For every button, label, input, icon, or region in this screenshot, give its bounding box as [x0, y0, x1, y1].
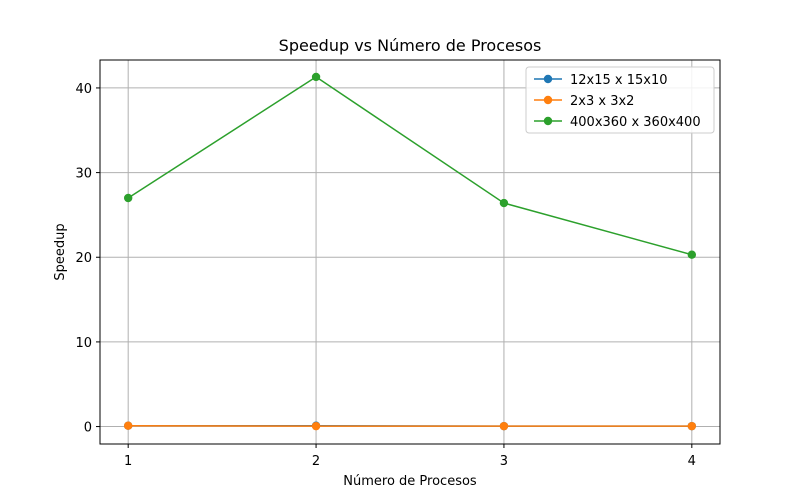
data-point [687, 250, 697, 259]
series-3 [123, 72, 697, 259]
x-tick-label: 1 [124, 454, 132, 469]
data-point [311, 421, 321, 431]
legend-marker [543, 95, 553, 105]
x-tick-label: 3 [500, 454, 508, 469]
y-axis-label: Speedup [53, 223, 68, 280]
data-point [123, 193, 133, 203]
y-tick-label: 10 [75, 336, 92, 351]
x-axis-label: Número de Procesos [343, 474, 477, 489]
legend-marker [543, 116, 553, 126]
legend-item: 12x15 x 15x10 [534, 73, 668, 88]
chart-title: Speedup vs Número de Procesos [279, 36, 542, 55]
series-2 [123, 421, 697, 431]
data-point [311, 72, 321, 82]
legend: 12x15 x 15x10 2x3 x 3x2 400x360 x 360x400 [525, 66, 715, 134]
series-layer [123, 72, 697, 431]
plot-frame [99, 59, 721, 445]
y-tick-label: 20 [75, 251, 92, 266]
data-point [687, 421, 697, 431]
legend-label: 400x360 x 360x400 [570, 115, 701, 130]
legend-label: 2x3 x 3x2 [570, 94, 634, 109]
x-tick-label: 4 [688, 454, 696, 469]
x-tick-label: 2 [312, 454, 320, 469]
legend-item: 2x3 x 3x2 [534, 94, 634, 109]
y-tick-label: 0 [84, 421, 92, 436]
series-line [127, 76, 693, 256]
data-point [123, 421, 133, 430]
data-point [499, 421, 509, 431]
legend-marker [543, 74, 553, 84]
data-point [499, 198, 509, 208]
legend-label: 12x15 x 15x10 [570, 73, 668, 88]
legend-box [525, 66, 715, 134]
legend-item: 400x360 x 360x400 [534, 115, 701, 130]
y-tick-label: 40 [75, 82, 92, 97]
y-tick-label: 30 [75, 167, 92, 182]
